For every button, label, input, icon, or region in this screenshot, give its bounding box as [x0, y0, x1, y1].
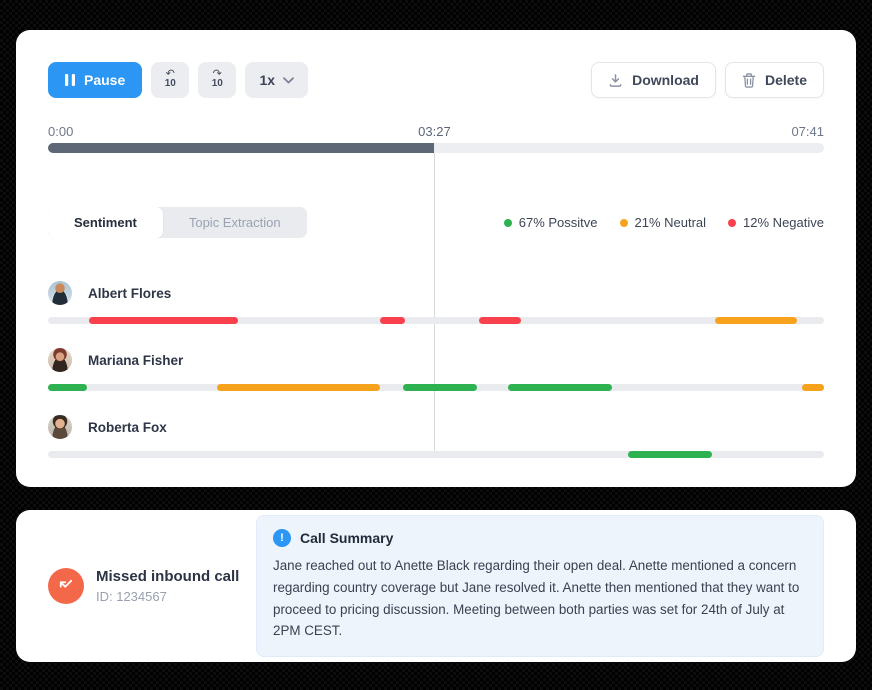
call-summary-title: Call Summary: [300, 529, 394, 546]
sentiment-segment-positive: [403, 384, 478, 391]
legend-item-neutral: 21% Neutral: [619, 215, 707, 230]
chevron-down-icon: [283, 76, 294, 83]
rewind-arrow-icon: ↶: [165, 68, 175, 80]
call-meta: Missed inbound call ID: 1234567: [48, 568, 256, 604]
sentiment-track[interactable]: [48, 451, 824, 458]
sentiment-segment-positive: [48, 384, 87, 391]
pause-icon: [65, 74, 75, 86]
toolbar: Pause ↶ 10 ↷ 10 1x Download Delete: [48, 62, 824, 98]
sentiment-segment-neutral: [714, 317, 797, 324]
speaker-row: Albert Flores: [48, 281, 824, 324]
sentiment-legend: 67% Possitve 21% Neutral 12% Negative: [503, 215, 824, 230]
call-id: ID: 1234567: [96, 589, 167, 604]
sentiment-segment-neutral: [802, 384, 824, 391]
info-icon: !: [273, 528, 291, 547]
legend-item-negative: 12% Negative: [728, 215, 824, 230]
sentiment-segment-negative: [89, 317, 239, 324]
sentiment-segment-neutral: [217, 384, 381, 391]
tab-sentiment[interactable]: Sentiment: [48, 207, 163, 238]
delete-button[interactable]: Delete: [724, 62, 824, 98]
forward-10-button[interactable]: ↷ 10: [198, 62, 237, 98]
legend-label-positive: 67% Possitve: [518, 215, 598, 230]
pause-label: Pause: [84, 72, 126, 88]
tab-topic-extraction[interactable]: Topic Extraction: [188, 215, 281, 230]
avatar: [48, 281, 72, 305]
call-info-card: Missed inbound call ID: 1234567 ! Call S…: [16, 510, 856, 662]
progress-fill: [48, 143, 435, 153]
audio-progress-bar[interactable]: [48, 143, 824, 153]
rewind-10-button[interactable]: ↶ 10: [151, 62, 190, 98]
sentiment-track[interactable]: [48, 317, 824, 324]
speed-label: 1x: [259, 72, 276, 88]
timeline-region: 0:00 03:27 07:41 Sentiment Topic Extract…: [48, 124, 824, 458]
time-start: 0:00: [48, 124, 74, 139]
download-label: Download: [632, 72, 699, 88]
negative-dot-icon: [728, 218, 737, 227]
sentiment-segment-negative: [479, 317, 522, 324]
avatar: [48, 348, 72, 372]
time-end: 07:41: [791, 124, 824, 139]
missed-call-icon: [48, 568, 84, 604]
sentiment-track[interactable]: [48, 384, 824, 391]
player-card: Pause ↶ 10 ↷ 10 1x Download Delete: [16, 30, 856, 487]
neutral-dot-icon: [619, 218, 628, 227]
sentiment-segment-negative: [380, 317, 405, 324]
rewind-label: 10: [164, 78, 176, 89]
legend-label-neutral: 21% Neutral: [634, 215, 707, 230]
avatar: [48, 415, 72, 439]
playback-speed-selector[interactable]: 1x: [245, 62, 309, 98]
analysis-tabs: Sentiment Topic Extraction: [48, 207, 307, 238]
speaker-name: Roberta Fox: [88, 419, 167, 435]
time-current: 03:27: [418, 124, 451, 139]
call-summary-box: ! Call Summary Jane reached out to Anett…: [256, 514, 824, 658]
pause-button[interactable]: Pause: [48, 62, 143, 98]
forward-arrow-icon: ↷: [212, 68, 222, 80]
speaker-row: Mariana Fisher: [48, 348, 824, 391]
positive-dot-icon: [503, 218, 512, 227]
playhead-line[interactable]: [434, 153, 436, 455]
speaker-name: Albert Flores: [88, 285, 172, 301]
sentiment-segment-positive: [627, 451, 713, 458]
forward-label: 10: [211, 78, 223, 89]
sentiment-segment-positive: [508, 384, 613, 391]
trash-icon: [742, 72, 756, 88]
download-icon: [609, 73, 622, 87]
legend-label-negative: 12% Negative: [743, 215, 824, 230]
call-summary-text: Jane reached out to Anette Black regardi…: [273, 557, 800, 639]
download-button[interactable]: Download: [591, 62, 716, 98]
legend-item-positive: 67% Possitve: [503, 215, 598, 230]
call-type-title: Missed inbound call: [96, 568, 240, 585]
speaker-name: Mariana Fisher: [88, 352, 184, 368]
delete-label: Delete: [764, 72, 807, 88]
time-labels: 0:00 03:27 07:41: [48, 124, 824, 139]
speaker-row: Roberta Fox: [48, 415, 824, 458]
